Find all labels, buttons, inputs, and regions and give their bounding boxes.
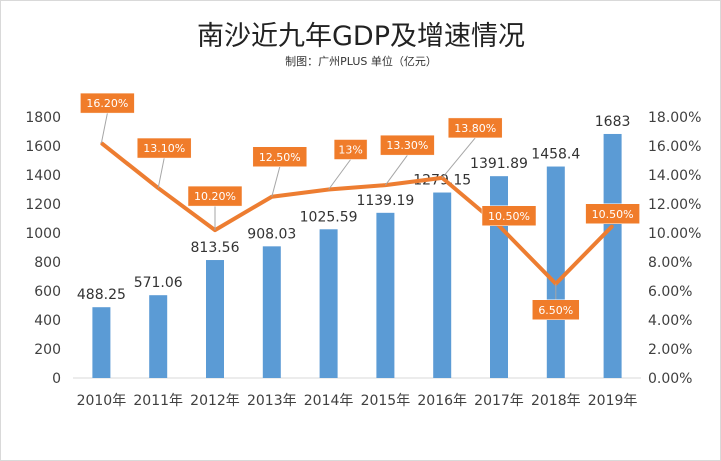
y-left-tick-label: 800 [34, 255, 61, 271]
growth-label-leader [441, 137, 476, 179]
gdp-value-label: 1139.19 [356, 193, 414, 209]
growth-labels: 16.20% 13.10% 10.20% 12.50% 13% 13.30% 13.80% 1… [80, 92, 640, 320]
growth-rate-label: 16.20% [86, 97, 128, 110]
y-right-tick-label: 6.00% [648, 284, 692, 300]
growth-rate-label: 13.10% [143, 142, 185, 155]
growth-label-box [380, 134, 435, 156]
gdp-bar [376, 212, 395, 378]
growth-rate-label: 10.50% [592, 208, 634, 221]
y-left-tick-label: 0 [52, 371, 61, 387]
y-left-tick-label: 1800 [25, 110, 61, 126]
growth-rate-label: 13.30% [386, 139, 428, 152]
x-tick-label: 2012年 [190, 393, 240, 409]
growth-rate-label: 6.50% [538, 304, 573, 317]
growth-label-box [187, 185, 243, 207]
x-tick-label: 2013年 [247, 393, 297, 409]
x-tick-label: 2014年 [304, 393, 354, 409]
gdp-value-label: 908.03 [247, 226, 296, 242]
y-left-tick-label: 400 [34, 313, 61, 329]
bar-series [92, 133, 622, 378]
y-left-tick-label: 1600 [25, 139, 61, 155]
gdp-bar [546, 166, 565, 378]
chart-title: 南沙近九年GDP及增速情况 [197, 21, 525, 52]
x-tick-label: 2018年 [531, 393, 581, 409]
y-right-tick-label: 16.00% [648, 139, 701, 155]
x-tick-label: 2011年 [133, 393, 183, 409]
growth-rate-label: 13.80% [454, 122, 496, 135]
gdp-value-label: 1279.15 [413, 173, 471, 189]
growth-rate-label: 10.20% [194, 190, 236, 203]
growth-label-box [80, 92, 135, 114]
y-right-tick-label: 4.00% [648, 313, 692, 329]
growth-label-box [481, 205, 537, 226]
gdp-value-label: 488.25 [77, 287, 126, 303]
axis-layer: 0 200 400 600 800 1000 1200 1400 1600 1800 0.00% 2.… [25, 110, 701, 409]
gdp-bar [319, 229, 338, 378]
gdp-value-label: 1683 [595, 114, 631, 130]
y-left-tick-label: 1400 [25, 168, 61, 184]
growth-rate-point [611, 224, 614, 227]
y-left-tick-label: 1200 [25, 197, 61, 213]
growth-label-box [585, 203, 640, 224]
gdp-value-label: 571.06 [134, 275, 183, 291]
growth-label-leader [271, 166, 281, 197]
y-left-tick-label: 200 [34, 342, 61, 358]
y-right-tick-label: 10.00% [648, 226, 701, 242]
growth-label-leader [157, 157, 165, 189]
growth-label-leader [328, 159, 352, 190]
gdp-bar [433, 192, 452, 378]
gdp-bar [92, 307, 111, 378]
gdp-bar [490, 176, 508, 378]
x-tick-label: 2019年 [588, 393, 638, 409]
gdp-value-label: 1458.4 [531, 147, 580, 163]
y-right-tick-label: 2.00% [648, 342, 692, 358]
x-tick-label: 2010年 [77, 393, 127, 409]
gdp-bar [262, 246, 281, 378]
gdp-value-label: 1391.89 [470, 156, 528, 172]
growth-rate-label: 12.50% [259, 151, 301, 164]
y-right-tick-label: 14.00% [648, 168, 701, 184]
gdp-bar [149, 295, 168, 378]
growth-label-box [136, 137, 192, 159]
y-right-tick-label: 8.00% [648, 255, 692, 271]
x-tick-label: 2016年 [417, 393, 467, 409]
x-tick-label: 2015年 [361, 393, 411, 409]
gdp-bar [603, 133, 622, 378]
y-right-tick-label: 0.00% [648, 371, 692, 387]
growth-rate-label: 13% [338, 144, 362, 157]
growth-label-box [333, 139, 368, 160]
y-right-tick-label: 18.00% [648, 110, 701, 126]
chart-subtitle: 制图：广州PLUS 单位（亿元） [285, 54, 437, 68]
growth-label-box [532, 299, 580, 320]
x-tick-label: 2017年 [474, 393, 524, 409]
growth-label-leader [384, 154, 408, 186]
y-left-tick-label: 1000 [25, 226, 61, 242]
growth-label-box [252, 146, 308, 167]
gdp-value-label: 813.56 [191, 240, 240, 256]
gdp-value-label: 1025.59 [300, 209, 358, 225]
growth-rate-label: 10.50% [488, 210, 530, 223]
growth-rate-line [100, 141, 615, 286]
growth-label-leader [100, 113, 108, 144]
y-left-tick-label: 600 [34, 284, 61, 300]
y-right-tick-label: 12.00% [648, 197, 701, 213]
gdp-bar [206, 260, 224, 378]
growth-label-box [447, 117, 503, 139]
